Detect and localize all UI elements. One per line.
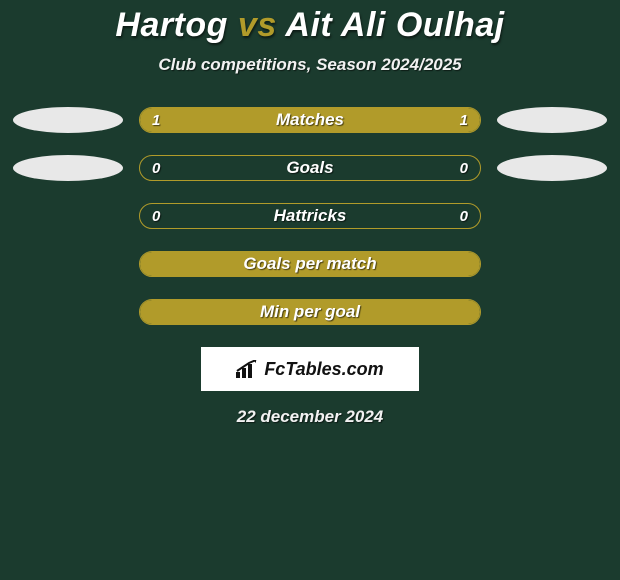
bar-fill: [140, 300, 480, 324]
club-oval-right: [497, 107, 607, 133]
club-oval-right: [497, 155, 607, 181]
stat-value-left: 0: [152, 156, 160, 180]
stat-bar: 0 0Goals: [139, 155, 481, 181]
page-title: Hartog vs Ait Ali Oulhaj: [0, 6, 620, 45]
stat-row: 0 0Hattricks: [0, 203, 620, 229]
stat-value-left: 0: [152, 204, 160, 228]
bar-fill-right: [310, 108, 480, 132]
stat-label: Goals: [140, 156, 480, 180]
player-left-name: Hartog: [115, 6, 228, 44]
stat-bar: 11Matches: [139, 107, 481, 133]
club-oval-left: [13, 155, 123, 181]
stat-row: Min per goal: [0, 299, 620, 325]
stats-container: 11Matches00Goals00HattricksGoals per mat…: [0, 107, 620, 325]
vs-text: vs: [238, 6, 277, 44]
stat-row: 0 0Goals: [0, 155, 620, 181]
club-oval-left: [13, 107, 123, 133]
stat-bar: 0 0Hattricks: [139, 203, 481, 229]
stat-row: Goals per match: [0, 251, 620, 277]
stat-row: 11Matches: [0, 107, 620, 133]
date-text: 22 december 2024: [0, 407, 620, 427]
bar-fill-left: [140, 108, 310, 132]
comparison-card: Hartog vs Ait Ali Oulhaj Club competitio…: [0, 0, 620, 427]
stat-value-right: 0: [460, 204, 468, 228]
subtitle: Club competitions, Season 2024/2025: [0, 55, 620, 75]
stat-bar: Goals per match: [139, 251, 481, 277]
brand-badge[interactable]: FcTables.com: [201, 347, 419, 391]
stat-value-right: 0: [460, 156, 468, 180]
brand-chart-icon: [236, 360, 258, 378]
player-right-name: Ait Ali Oulhaj: [285, 6, 504, 44]
brand-text: FcTables.com: [264, 359, 383, 380]
stat-bar: Min per goal: [139, 299, 481, 325]
stat-label: Hattricks: [140, 204, 480, 228]
bar-fill: [140, 252, 480, 276]
